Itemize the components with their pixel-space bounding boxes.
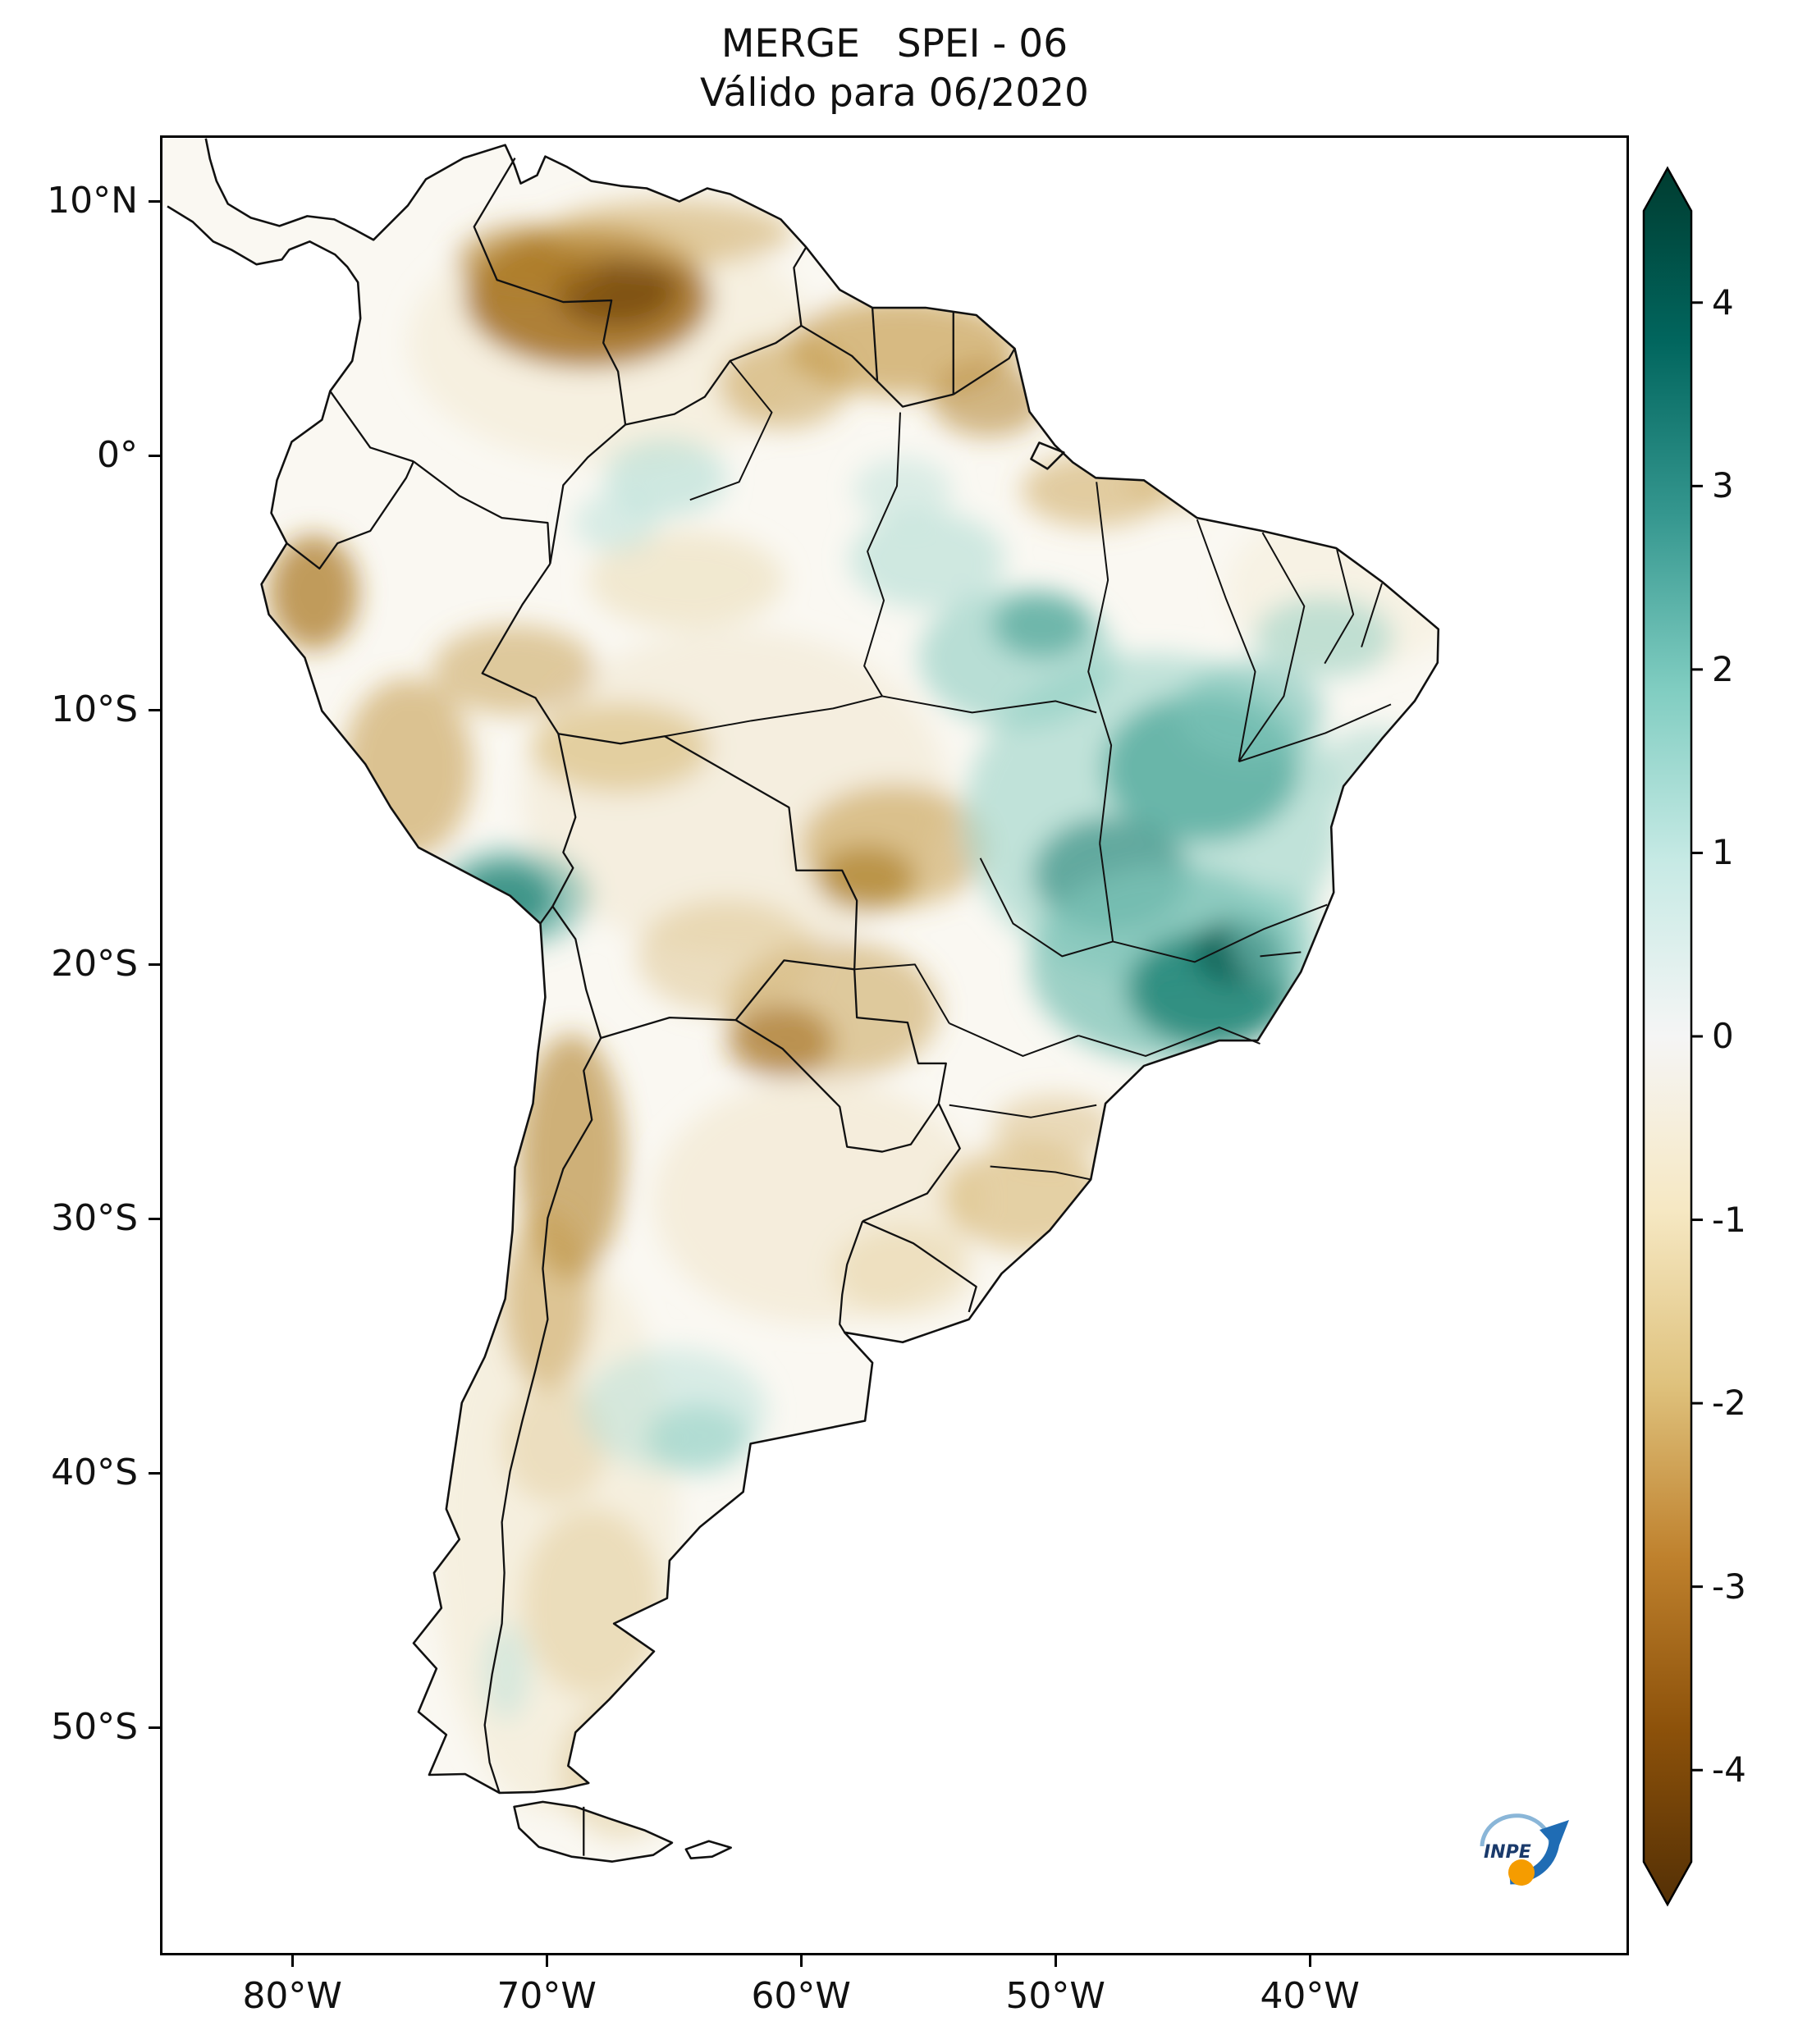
colorbar-gradient-bar [1642, 166, 1693, 1907]
colorbar-tick-label: -3 [1712, 1566, 1746, 1607]
y-tick-mark [149, 1217, 160, 1220]
y-tick-mark [149, 963, 160, 966]
y-tick-label: 0° [97, 433, 138, 476]
colorbar-tick-label: 3 [1712, 465, 1734, 506]
x-tick-mark [1309, 1955, 1312, 1967]
colorbar [1642, 166, 1703, 1907]
y-tick-label: 10°N [47, 179, 138, 222]
x-tick-label: 50°W [1005, 1975, 1105, 2017]
country-borders [286, 158, 1016, 1856]
x-tick-mark [291, 1955, 295, 1967]
y-tick-mark [149, 454, 160, 457]
y-tick-label: 40°S [51, 1451, 138, 1493]
y-tick-mark [149, 708, 160, 711]
x-tick-label: 80°W [242, 1975, 342, 2017]
x-tick-label: 70°W [496, 1975, 597, 2017]
y-tick-label: 10°S [51, 688, 138, 730]
y-tick-label: 30°S [51, 1196, 138, 1239]
y-tick-mark [149, 1471, 160, 1475]
colorbar-tick-label: -1 [1712, 1199, 1746, 1240]
y-tick-mark [149, 1726, 160, 1729]
x-tick-label: 40°W [1260, 1975, 1360, 2017]
x-tick-mark [546, 1955, 549, 1967]
y-tick-label: 20°S [51, 942, 138, 985]
colorbar-tick-label: 0 [1712, 1016, 1734, 1056]
y-tick-mark [149, 199, 160, 203]
x-tick-mark [1055, 1955, 1058, 1967]
colorbar-tick-label: 2 [1712, 648, 1734, 689]
chart-subtitle: Válido para 06/2020 [700, 71, 1089, 116]
x-tick-label: 60°W [751, 1975, 851, 2017]
inpe-logo: INPE [1480, 1813, 1569, 1886]
spei-field [268, 199, 1439, 1840]
colorbar-tick-label: 4 [1712, 281, 1734, 322]
map-axes: INPE [160, 135, 1629, 1955]
colorbar-tick-label: -4 [1712, 1749, 1746, 1790]
colorbar-tick-label: 1 [1712, 832, 1734, 873]
y-tick-label: 50°S [51, 1705, 138, 1748]
state-borders [664, 360, 1392, 1181]
inpe-logo-text: INPE [1484, 1842, 1531, 1863]
x-tick-mark [800, 1955, 803, 1967]
south-america-map [162, 138, 1440, 1863]
colorbar-ticks [1691, 301, 1703, 1772]
chart-title: MERGE SPEI - 06 [721, 21, 1068, 66]
coastline [167, 138, 1440, 1863]
colorbar-tick-label: -2 [1712, 1383, 1746, 1424]
